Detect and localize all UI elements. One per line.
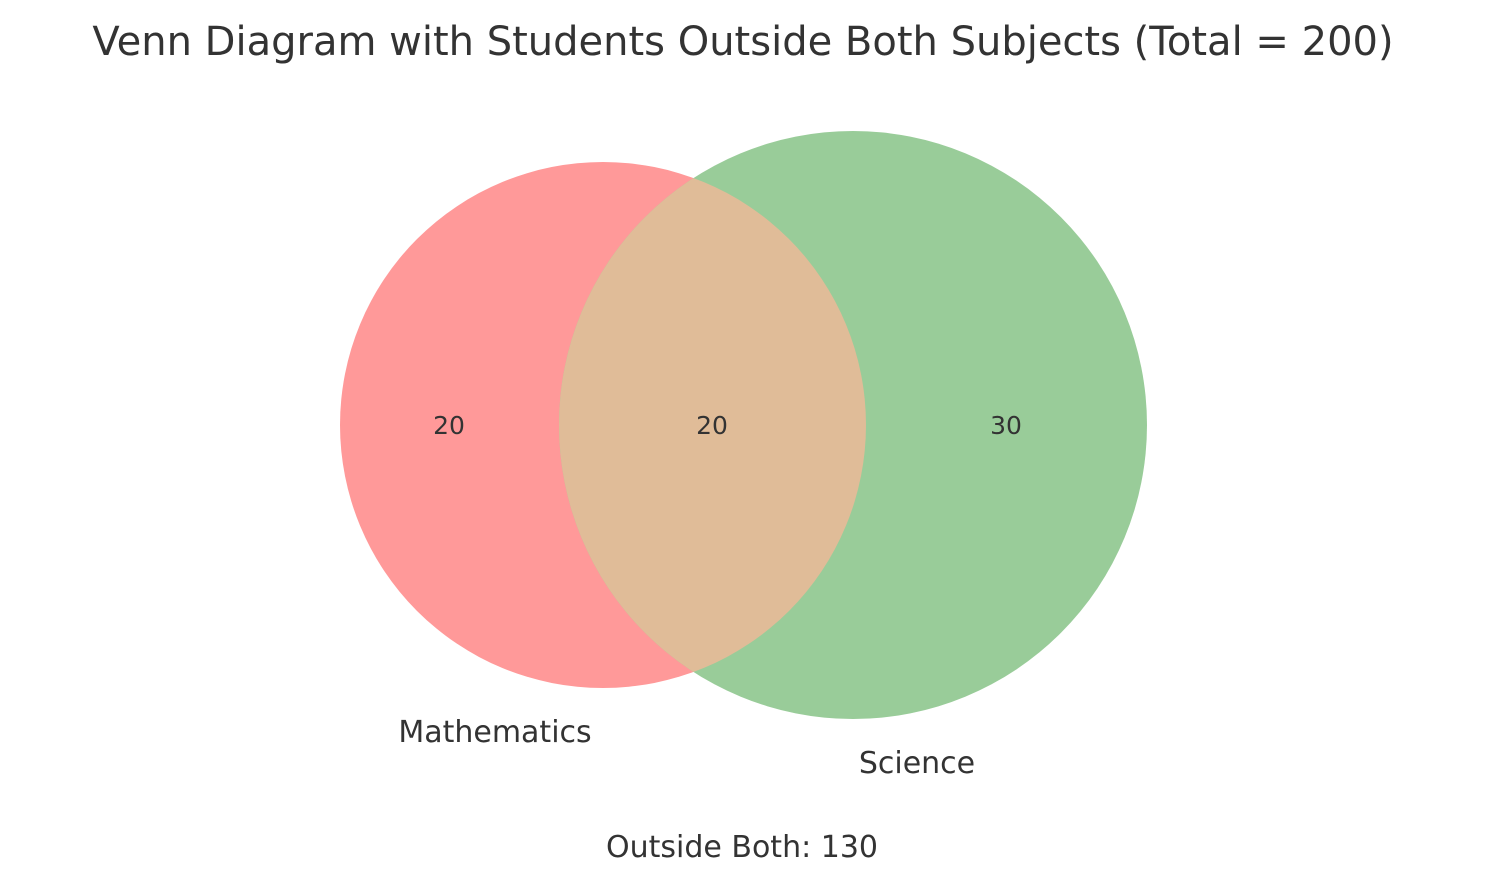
mathematics-label: Mathematics xyxy=(398,715,591,750)
outside-both-label: Outside Both: 130 xyxy=(606,830,878,865)
mathematics-only-count: 20 xyxy=(433,411,465,440)
science-label: Science xyxy=(859,746,975,781)
diagram-title: Venn Diagram with Students Outside Both … xyxy=(92,19,1393,65)
science-only-count: 30 xyxy=(990,411,1022,440)
intersection-count: 20 xyxy=(696,411,728,440)
intersection-region xyxy=(559,162,866,688)
